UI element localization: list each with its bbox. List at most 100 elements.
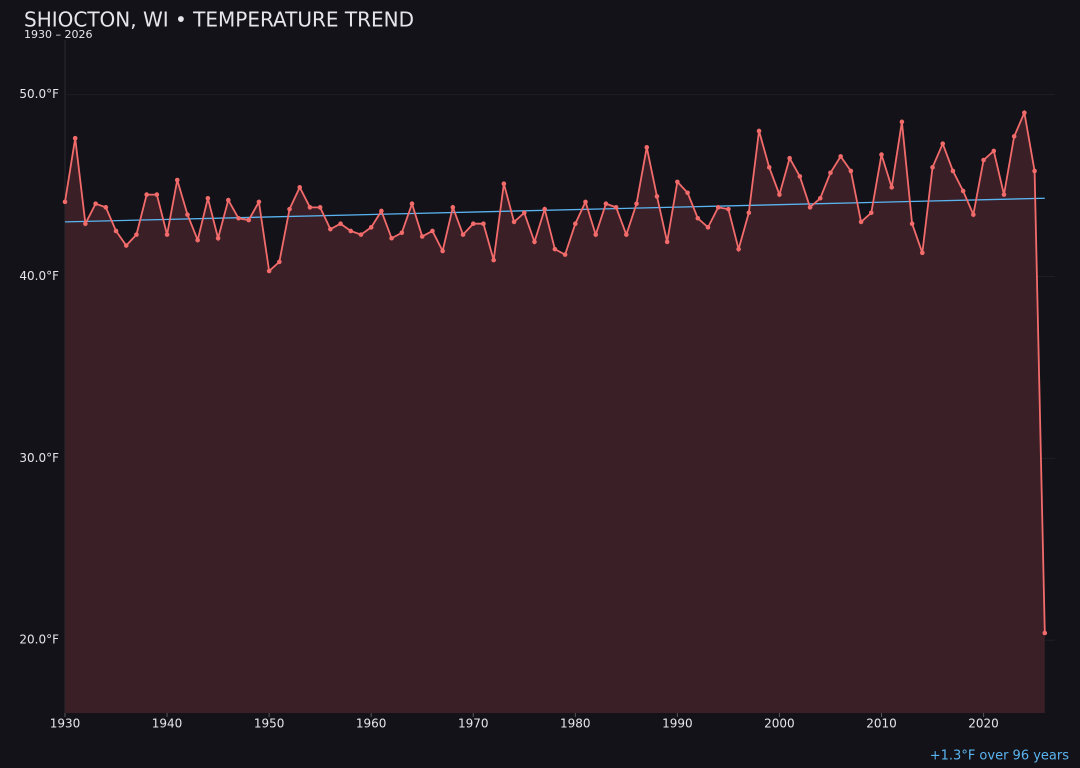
x-tick-label: 2010	[866, 717, 897, 731]
point	[726, 206, 731, 212]
point	[358, 232, 364, 237]
point	[858, 219, 864, 225]
point	[72, 135, 78, 141]
x-tick-label: 2000	[764, 717, 795, 731]
x-tick-label: 1970	[458, 717, 489, 731]
point	[1011, 134, 1017, 139]
point	[123, 243, 129, 248]
x-tick-label: 1980	[560, 717, 591, 731]
point	[246, 217, 252, 223]
x-tick-label: 1990	[662, 717, 693, 731]
point	[256, 199, 262, 205]
y-tick-label: 30.0°F	[19, 451, 59, 465]
point	[205, 195, 211, 201]
point	[573, 221, 578, 227]
trend-annotation: +1.3°F over 96 years	[930, 749, 1069, 764]
point	[675, 179, 680, 185]
point	[154, 192, 160, 197]
point	[348, 228, 354, 234]
point	[460, 232, 466, 237]
point	[83, 221, 88, 227]
point	[736, 246, 741, 252]
point	[287, 206, 292, 212]
point	[991, 148, 997, 154]
point	[981, 157, 986, 163]
point	[624, 232, 629, 237]
point	[695, 215, 701, 221]
point	[103, 205, 109, 210]
point	[62, 199, 68, 205]
point	[828, 170, 833, 176]
y-tick-label: 50.0°F	[19, 87, 59, 101]
x-tick-label: 1930	[50, 717, 81, 731]
point	[93, 201, 98, 207]
point	[144, 192, 149, 197]
point	[328, 226, 333, 232]
point	[113, 228, 119, 234]
point	[756, 128, 762, 134]
area	[65, 112, 1045, 713]
point	[379, 208, 384, 214]
point	[277, 259, 282, 265]
point	[634, 201, 639, 207]
point	[971, 212, 976, 217]
chart-subtitle: 1930 – 2026	[24, 28, 92, 41]
point	[1042, 630, 1048, 636]
chart-title: SHIOCTON, WI • TEMPERATURE TREND	[24, 8, 414, 32]
point	[532, 239, 537, 245]
point	[603, 201, 609, 207]
point	[215, 235, 221, 241]
point	[797, 174, 803, 179]
point	[960, 188, 966, 194]
point	[491, 257, 496, 263]
point	[562, 252, 568, 257]
point	[654, 194, 660, 199]
point	[307, 205, 313, 210]
point	[1032, 168, 1037, 174]
point	[787, 155, 792, 161]
y-tick-label: 40.0°F	[19, 269, 59, 283]
trend-line	[64, 197, 1045, 223]
point	[1001, 192, 1007, 197]
point	[481, 221, 486, 227]
point	[817, 195, 823, 201]
point	[950, 168, 956, 174]
point	[297, 185, 303, 190]
point	[174, 177, 180, 183]
x-tick-label: 1940	[152, 717, 183, 731]
point	[419, 234, 425, 239]
point	[715, 205, 721, 210]
point	[685, 190, 690, 196]
x-tick-label: 1950	[254, 717, 285, 731]
point	[644, 145, 650, 150]
point	[440, 248, 445, 254]
point	[542, 206, 547, 212]
point	[879, 152, 884, 157]
point	[450, 205, 456, 210]
point	[940, 141, 946, 146]
point	[777, 192, 782, 197]
point	[430, 228, 435, 234]
point	[848, 168, 854, 174]
point	[225, 197, 231, 203]
point	[705, 225, 711, 230]
point	[838, 154, 843, 159]
point	[511, 219, 517, 225]
point	[899, 119, 905, 125]
x-tick-label: 2020	[968, 717, 999, 731]
x-tick-label: 1960	[356, 717, 387, 731]
point	[909, 221, 915, 227]
point	[766, 165, 772, 170]
point	[521, 210, 527, 216]
point	[613, 205, 619, 210]
point	[552, 246, 558, 252]
point	[338, 221, 343, 227]
point	[409, 201, 415, 207]
point	[583, 199, 588, 205]
point	[868, 210, 874, 216]
point	[399, 230, 405, 236]
point	[236, 215, 241, 221]
point	[134, 232, 139, 237]
point	[1022, 110, 1027, 116]
